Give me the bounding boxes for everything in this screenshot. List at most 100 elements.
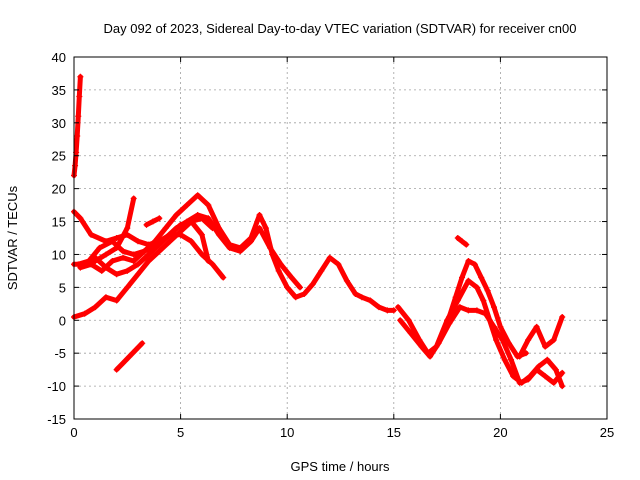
data-point bbox=[533, 323, 540, 330]
data-point bbox=[162, 225, 169, 232]
data-point bbox=[284, 284, 291, 291]
data-point bbox=[301, 290, 308, 297]
data-point bbox=[473, 284, 480, 291]
data-point bbox=[435, 340, 442, 347]
grid bbox=[74, 57, 607, 419]
data-point bbox=[454, 235, 461, 241]
data-point bbox=[237, 248, 244, 255]
data-point bbox=[559, 313, 566, 320]
y-tick-label: 30 bbox=[52, 116, 66, 131]
data-point bbox=[72, 162, 79, 169]
data-point bbox=[113, 271, 120, 278]
y-tick-label: 40 bbox=[52, 50, 66, 65]
data-point bbox=[76, 93, 83, 100]
data-point bbox=[194, 211, 201, 218]
data-point bbox=[542, 373, 549, 380]
data-point bbox=[88, 231, 95, 238]
data-point bbox=[446, 313, 453, 320]
data-point bbox=[130, 195, 137, 202]
data-point bbox=[559, 383, 566, 390]
y-tick-label: 35 bbox=[52, 83, 66, 98]
data-point bbox=[139, 340, 146, 347]
data-point bbox=[544, 356, 551, 363]
data-point bbox=[484, 287, 491, 294]
data-point bbox=[552, 366, 559, 373]
x-tick-label: 25 bbox=[600, 425, 614, 440]
data-point bbox=[92, 304, 99, 311]
data-point bbox=[533, 366, 540, 373]
data-point bbox=[456, 304, 463, 311]
data-point bbox=[262, 225, 269, 232]
data-point bbox=[407, 330, 414, 337]
data-point bbox=[226, 244, 233, 251]
data-point bbox=[113, 297, 120, 304]
data-point bbox=[198, 251, 205, 258]
series-e bbox=[77, 211, 303, 291]
y-tick-label: -5 bbox=[54, 346, 66, 361]
x-tick-label: 0 bbox=[70, 425, 77, 440]
data-point bbox=[134, 261, 141, 268]
data-point bbox=[134, 271, 141, 278]
data-point bbox=[77, 73, 84, 80]
data-point bbox=[188, 238, 195, 245]
data-point bbox=[465, 277, 472, 284]
data-point bbox=[102, 264, 109, 271]
chart-title: Day 092 of 2023, Sidereal Day-to-day VTE… bbox=[103, 21, 576, 36]
data-point bbox=[516, 379, 523, 386]
data-point bbox=[143, 221, 150, 228]
series-h bbox=[113, 340, 146, 373]
data-point bbox=[384, 307, 391, 314]
data-point bbox=[173, 225, 180, 232]
y-axis-label: SDTVAR / TECUs bbox=[5, 185, 20, 290]
data-point bbox=[194, 192, 201, 199]
series-line bbox=[77, 212, 303, 290]
data-point bbox=[559, 369, 566, 376]
y-tick-label: 10 bbox=[52, 247, 66, 262]
data-point bbox=[166, 238, 173, 245]
series-n bbox=[143, 215, 163, 228]
data-point bbox=[550, 379, 557, 386]
series-line bbox=[446, 258, 529, 359]
data-point bbox=[183, 218, 190, 225]
data-point bbox=[156, 248, 163, 255]
data-point bbox=[120, 248, 127, 255]
data-point bbox=[542, 343, 549, 350]
data-point bbox=[98, 267, 105, 274]
x-axis-label: GPS time / hours bbox=[291, 459, 390, 474]
x-axis-ticks: 0 5 10 15 20 25 bbox=[70, 57, 614, 440]
data-point bbox=[508, 356, 515, 363]
data-point bbox=[209, 261, 216, 268]
data-point bbox=[482, 310, 489, 317]
data-point bbox=[183, 202, 190, 209]
y-tick-label: 15 bbox=[52, 215, 66, 230]
data-point bbox=[288, 274, 295, 281]
x-tick-label: 10 bbox=[280, 425, 294, 440]
data-point bbox=[220, 274, 227, 281]
data-point bbox=[497, 323, 504, 330]
data-point bbox=[88, 261, 95, 268]
data-point bbox=[124, 225, 131, 232]
data-point bbox=[267, 244, 274, 251]
data-point bbox=[275, 267, 282, 274]
data-point bbox=[198, 231, 205, 238]
series-m bbox=[516, 313, 566, 360]
data-point bbox=[405, 317, 412, 324]
data-point bbox=[130, 251, 137, 258]
data-point bbox=[247, 238, 254, 245]
data-point bbox=[463, 241, 470, 248]
data-point bbox=[113, 366, 120, 373]
data-point bbox=[156, 215, 163, 222]
data-point bbox=[109, 258, 116, 265]
data-point bbox=[256, 211, 263, 218]
data-point bbox=[141, 248, 148, 255]
data-point bbox=[397, 317, 404, 324]
y-tick-label: 20 bbox=[52, 182, 66, 197]
data-point bbox=[473, 307, 480, 314]
data-point bbox=[256, 225, 263, 232]
data-point bbox=[177, 231, 184, 238]
data-point bbox=[452, 294, 459, 301]
y-tick-label: 25 bbox=[52, 149, 66, 164]
data-point bbox=[367, 297, 374, 304]
data-point bbox=[132, 346, 139, 353]
data-point bbox=[501, 356, 508, 363]
